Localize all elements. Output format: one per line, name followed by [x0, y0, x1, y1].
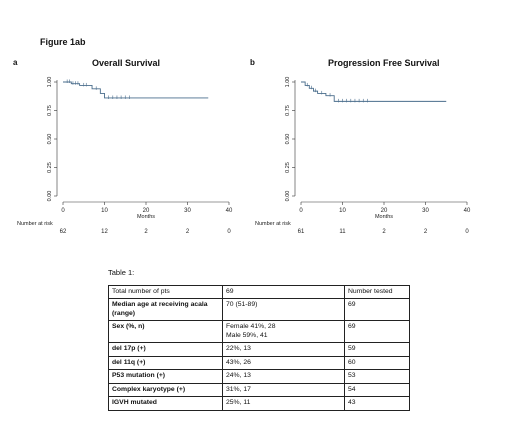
number-at-risk-value: 62 [60, 229, 67, 235]
y-tick-label: 0.25 [47, 162, 53, 173]
table-cell: 69 [344, 298, 410, 322]
y-tick-label: 0.00 [47, 191, 53, 202]
table-cell: P53 mutation (+) [108, 369, 223, 384]
x-axis-label: Months [375, 214, 393, 220]
table-cell: 31%, 17 [222, 382, 345, 398]
number-at-risk-label: Number at risk [255, 221, 291, 227]
table-row: P53 mutation (+) 24%, 13 53 [108, 369, 410, 384]
table-cell: 22%, 13 [222, 342, 345, 357]
table-cell: Complex karyotype (+) [108, 382, 223, 398]
x-tick-label: 30 [422, 208, 429, 214]
panel-letter-a: a [13, 58, 18, 67]
survival-curve [301, 81, 447, 102]
table-row: IGVH mutated 25%, 11 43 [108, 396, 410, 411]
table-cell: del 11q (+) [108, 355, 223, 371]
x-tick-label: 20 [143, 208, 150, 214]
y-tick-label: 0.00 [285, 191, 291, 202]
table-caption: Table 1: [108, 268, 135, 277]
y-tick-label: 1.00 [47, 77, 53, 88]
number-at-risk-value: 11 [339, 229, 346, 235]
table-row: Complex karyotype (+) 31%, 17 54 [108, 382, 410, 398]
y-tick-label: 0.50 [47, 134, 53, 145]
overall-survival-chart: 0.000.250.500.751.000 10 20 30 40MonthsNumbe… [17, 77, 233, 235]
number-at-risk-value: 12 [101, 229, 108, 235]
patient-characteristics-table: Total number of pts 69 Number tested Median… [108, 284, 410, 411]
number-at-risk-label: Number at risk [17, 221, 53, 227]
table-cell: 59 [344, 342, 410, 357]
number-at-risk-value: 0 [465, 229, 469, 235]
panel-letter-b: b [250, 58, 255, 67]
number-at-risk-value: 2 [424, 229, 428, 235]
table-cell: 43%, 26 [222, 355, 345, 371]
x-tick-label: 40 [226, 208, 233, 214]
figure-title: Figure 1ab [40, 37, 86, 47]
y-tick-label: 1.00 [285, 77, 291, 88]
x-tick-label: 20 [381, 208, 388, 214]
table-cell: Sex (%, n) [108, 320, 223, 344]
number-at-risk-value: 61 [298, 229, 305, 235]
table-cell: del 17p (+) [108, 342, 223, 357]
x-tick-label: 10 [339, 208, 346, 214]
number-at-risk-value: 2 [382, 229, 386, 235]
table-cell: Median age at receiving acala (range) [108, 298, 223, 322]
survival-curve [63, 81, 209, 99]
table-cell: 69 [344, 320, 410, 344]
table-row: Sex (%, n) Female 41%, 28 Male 59%, 41 69 [108, 320, 410, 344]
y-tick-label: 0.75 [285, 105, 291, 116]
panel-b-title: Progression Free Survival [328, 58, 440, 68]
number-at-risk-value: 2 [186, 229, 190, 235]
progression-free-survival-chart: 0.000.250.500.751.000 10 20 30 40MonthsNumbe… [255, 77, 471, 235]
table-cell: 60 [344, 355, 410, 371]
panel-a-title: Overall Survival [92, 58, 161, 68]
x-tick-label: 30 [184, 208, 191, 214]
table-cell: 43 [344, 396, 410, 411]
x-tick-label: 0 [299, 208, 303, 214]
x-tick-label: 10 [101, 208, 108, 214]
table-cell: 54 [344, 382, 410, 398]
table-cell: 25%, 11 [222, 396, 345, 411]
x-tick-label: 40 [464, 208, 471, 214]
table-row: del 11q (+) 43%, 26 60 [108, 355, 410, 371]
table-cell: IGVH mutated [108, 396, 223, 411]
table-cell: Number tested [344, 284, 410, 300]
x-axis-label: Months [137, 214, 155, 220]
y-tick-label: 0.50 [285, 134, 291, 145]
table-cell: 24%, 13 [222, 369, 345, 384]
table-cell: Female 41%, 28 Male 59%, 41 [222, 320, 345, 344]
y-tick-label: 0.75 [47, 105, 53, 116]
number-at-risk-value: 2 [144, 229, 148, 235]
table-cell: Total number of pts [108, 284, 223, 300]
number-at-risk-value: 0 [227, 229, 231, 235]
y-tick-label: 0.25 [285, 162, 291, 173]
table-row: del 17p (+) 22%, 13 59 [108, 342, 410, 357]
x-tick-label: 0 [61, 208, 65, 214]
table-cell: 69 [222, 284, 345, 300]
table-cell: 53 [344, 369, 410, 384]
table-cell: 70 (51-89) [222, 298, 345, 322]
table-row: Total number of pts 69 Number tested [108, 284, 410, 300]
table-row: Median age at receiving acala (range) 70 … [108, 298, 410, 322]
